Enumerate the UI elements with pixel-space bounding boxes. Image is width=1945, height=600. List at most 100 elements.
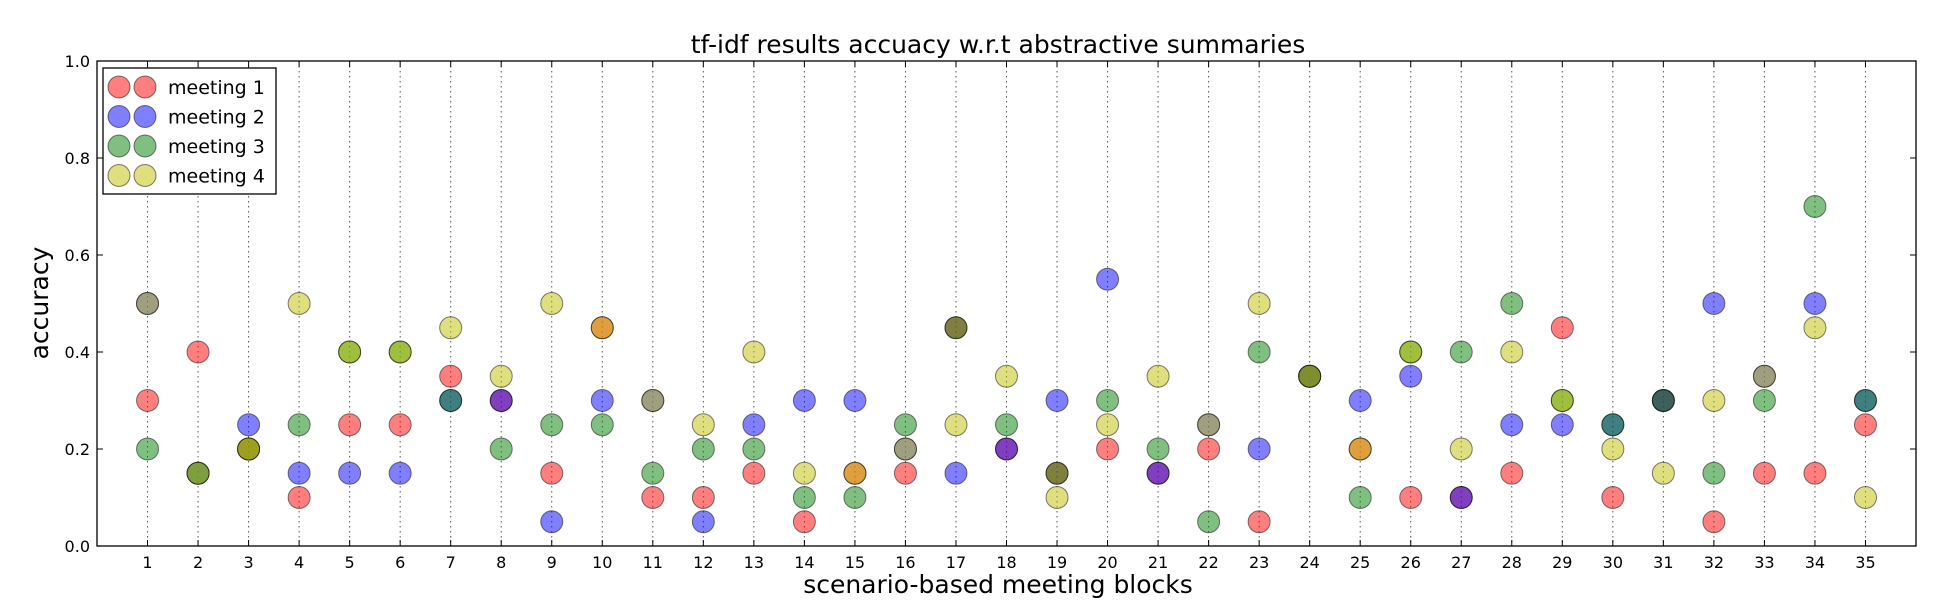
data-point-meeting-2	[1348, 389, 1372, 412]
legend-marker	[133, 164, 157, 187]
legend-box	[102, 67, 277, 195]
data-point-meeting-4	[1853, 486, 1877, 509]
x-tick-label: 6	[395, 553, 405, 572]
legend-marker	[133, 75, 157, 99]
data-point-meeting-3	[1247, 340, 1271, 364]
legend-marker	[107, 75, 131, 99]
y-axis-label: accuracy	[25, 246, 54, 359]
legend-marker	[133, 134, 157, 158]
x-tick-label: 13	[744, 553, 764, 572]
data-point-meeting-3	[995, 413, 1018, 437]
data-point-meeting-4	[1298, 364, 1322, 388]
legend-marker	[107, 134, 131, 158]
data-point-meeting-2	[1500, 413, 1524, 437]
data-point-meeting-2	[1702, 292, 1726, 315]
x-tick-label: 30	[1603, 553, 1623, 572]
data-points	[136, 195, 1877, 534]
data-point-meeting-1	[1752, 461, 1776, 485]
data-point-meeting-1	[1803, 461, 1827, 485]
x-tick-label: 5	[345, 553, 355, 572]
data-point-meeting-2	[691, 510, 715, 534]
data-point-meeting-4	[792, 461, 816, 485]
data-point-meeting-1	[1096, 437, 1120, 461]
x-tick-label: 34	[1805, 553, 1825, 572]
data-point-meeting-4	[1803, 316, 1827, 340]
legend: meeting 1 meeting 2 meeting 3 meeting 4	[102, 67, 277, 195]
data-point-meeting-4	[641, 389, 665, 412]
data-point-meeting-3	[691, 437, 715, 461]
data-point-meeting-2	[1550, 413, 1574, 437]
data-point-meeting-2	[1247, 437, 1271, 461]
x-tick-label: 9	[547, 553, 557, 572]
data-point-meeting-4	[186, 461, 210, 485]
legend-label: meeting 4	[168, 166, 265, 188]
data-point-meeting-1	[1601, 486, 1625, 509]
data-point-meeting-3	[1752, 389, 1776, 412]
data-point-meeting-2	[843, 389, 867, 412]
data-point-meeting-1	[893, 461, 917, 485]
x-tick-label: 20	[1097, 553, 1117, 572]
legend-label: meeting 2	[168, 107, 265, 129]
x-tick-label: 23	[1249, 553, 1269, 572]
legend-marker	[107, 105, 131, 128]
data-point-meeting-4	[1601, 437, 1625, 461]
x-tick-label: 12	[693, 553, 713, 572]
chart-title: tf-idf results accuacy w.r.t abstractive…	[691, 30, 1306, 59]
data-point-meeting-4	[237, 437, 261, 461]
data-point-meeting-3	[1601, 413, 1625, 437]
data-point-meeting-2	[1096, 267, 1120, 291]
x-tick-label: 27	[1451, 553, 1471, 572]
data-point-meeting-2	[1146, 461, 1170, 485]
data-point-meeting-2	[995, 437, 1018, 461]
plot-area-border	[96, 60, 1917, 547]
data-point-meeting-4	[742, 340, 766, 364]
data-point-meeting-2	[1803, 292, 1827, 315]
data-point-meeting-4	[1449, 437, 1473, 461]
x-tick-label: 22	[1198, 553, 1218, 572]
x-tick-label: 32	[1704, 553, 1724, 572]
x-tick-label: 17	[946, 553, 966, 572]
data-point-meeting-1	[792, 510, 816, 534]
data-point-meeting-3	[136, 437, 160, 461]
data-point-meeting-4	[1399, 340, 1423, 364]
data-point-meeting-2	[388, 461, 412, 485]
data-point-meeting-4	[1096, 413, 1120, 437]
x-tick-label: 11	[643, 553, 663, 572]
legend-label: meeting 1	[168, 77, 265, 99]
data-point-meeting-4	[489, 364, 513, 388]
data-point-meeting-3	[742, 437, 766, 461]
axes: 1 2 3 4 5 6 7 8 9 10 11 12 13 14 15 16 17 18 19 20 21 22 23 24 2…	[65, 52, 1916, 572]
data-point-meeting-4	[1197, 413, 1221, 437]
data-point-meeting-2	[742, 413, 766, 437]
data-point-meeting-3	[439, 389, 463, 412]
data-point-meeting-1	[1702, 510, 1726, 534]
data-point-meeting-4	[590, 316, 614, 340]
data-point-meeting-4	[136, 292, 160, 315]
x-tick-label: 4	[294, 553, 304, 572]
data-point-meeting-4	[338, 340, 362, 364]
x-tick-label: 18	[996, 553, 1016, 572]
data-point-meeting-3	[641, 461, 665, 485]
data-point-meeting-1	[742, 461, 766, 485]
x-tick-label: 2	[193, 553, 203, 572]
x-tick-label: 14	[794, 553, 814, 572]
x-tick-label: 8	[496, 553, 506, 572]
x-tick-label: 16	[895, 553, 915, 572]
data-point-meeting-3	[944, 316, 968, 340]
data-point-meeting-2	[944, 461, 968, 485]
vertical-gridlines	[147, 61, 1866, 546]
data-point-meeting-2	[237, 413, 261, 437]
data-point-meeting-3	[287, 413, 311, 437]
x-tick-label: 1	[142, 553, 152, 572]
data-point-meeting-2	[590, 389, 614, 412]
data-point-meeting-4	[1651, 461, 1675, 485]
data-point-meeting-3	[1197, 510, 1221, 534]
data-point-meeting-3	[1045, 461, 1069, 485]
data-point-meeting-3	[1348, 486, 1372, 509]
data-point-meeting-1	[1197, 437, 1221, 461]
data-point-meeting-1	[136, 389, 160, 412]
data-point-meeting-4	[1550, 389, 1574, 412]
legend-label: meeting 3	[168, 136, 265, 158]
data-point-meeting-4	[691, 413, 715, 437]
